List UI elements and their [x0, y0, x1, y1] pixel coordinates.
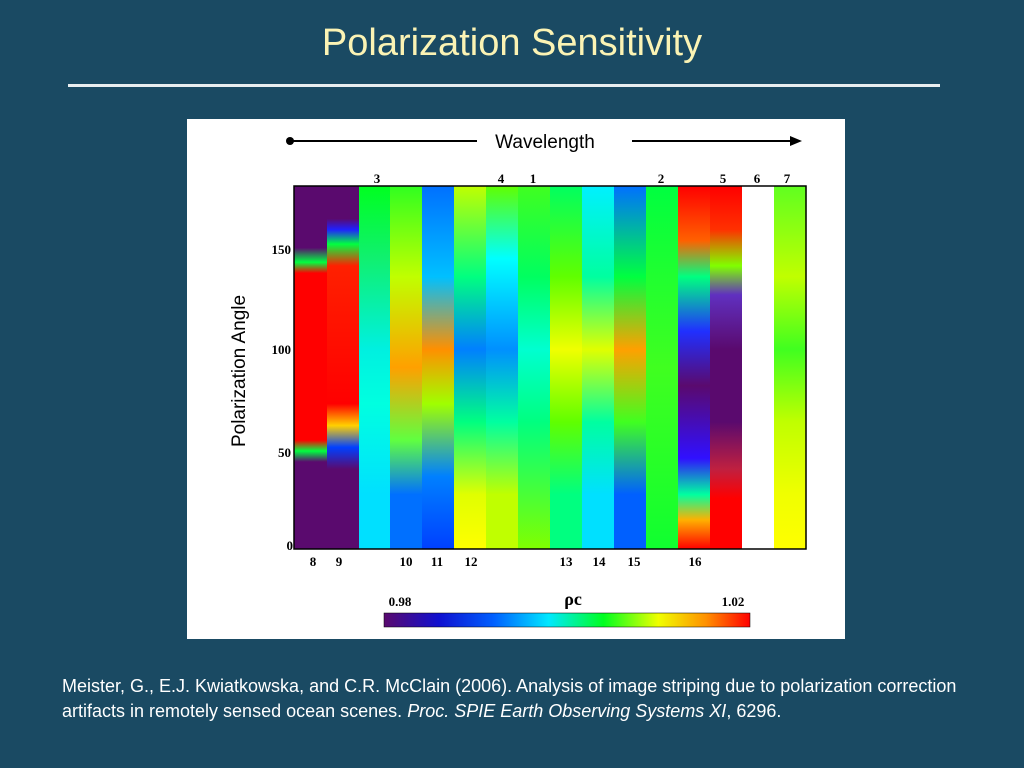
y-tick-150: 150 — [272, 242, 292, 257]
heatmap-column — [550, 186, 583, 549]
heatmap-column — [390, 186, 423, 549]
band-label-3: 3 — [374, 171, 381, 186]
band-label-12: 12 — [465, 554, 478, 569]
plot-frame — [293, 185, 807, 550]
band-label-6: 6 — [754, 171, 761, 186]
colorbar-title: ρc — [564, 589, 582, 609]
citation-journal: Proc. SPIE Earth Observing Systems XI — [407, 701, 727, 721]
heatmap-column — [646, 186, 679, 549]
citation-authors: Meister, G., E.J. Kwiatkowska, and C.R. … — [62, 676, 957, 721]
y-tick-100: 100 — [272, 342, 292, 357]
band-label-10: 10 — [400, 554, 413, 569]
heatmap-column — [359, 186, 391, 549]
band-label-2: 2 — [658, 171, 665, 186]
citation-volume: , 6296. — [726, 701, 782, 721]
heatmap-column — [710, 186, 743, 549]
slide-title: Polarization Sensitivity — [321, 22, 703, 64]
wavelength-arrow — [286, 136, 802, 146]
colorbar-min-label: 0.98 — [389, 594, 412, 609]
band-label-8: 8 — [310, 554, 317, 569]
heatmap-column — [327, 186, 360, 549]
heatmap-column — [422, 186, 455, 549]
band-label-15: 15 — [628, 554, 642, 569]
colorbar — [383, 612, 751, 628]
heatmap-column — [518, 186, 551, 549]
heatmap-column — [614, 186, 647, 549]
band-label-14: 14 — [593, 554, 607, 569]
heatmap-column — [742, 186, 775, 549]
band-label-7: 7 — [784, 171, 791, 186]
band-label-1: 1 — [530, 171, 537, 186]
polarization-heatmap-figure: Wavelength Polarization Angle 150 100 50… — [187, 119, 845, 639]
band-label-16: 16 — [689, 554, 703, 569]
band-label-5: 5 — [720, 171, 727, 186]
heatmap-columns — [294, 186, 807, 549]
band-label-4: 4 — [498, 171, 505, 186]
heatmap-column — [678, 186, 711, 549]
x-axis-label: Wavelength — [495, 132, 595, 153]
heatmap-chart: Wavelength Polarization Angle 150 100 50… — [229, 132, 807, 628]
heatmap-column — [582, 186, 615, 549]
heatmap-column — [294, 186, 328, 549]
heatmap-column — [454, 186, 487, 549]
band-label-9: 9 — [336, 554, 343, 569]
y-axis-label: Polarization Angle — [229, 295, 250, 447]
band-label-13: 13 — [560, 554, 574, 569]
title-divider — [68, 84, 940, 87]
heatmap-column — [486, 186, 519, 549]
y-tick-50: 50 — [278, 445, 291, 460]
heatmap-column — [774, 186, 807, 549]
band-label-11: 11 — [431, 554, 443, 569]
citation: Meister, G., E.J. Kwiatkowska, and C.R. … — [62, 674, 992, 724]
colorbar-max-label: 1.02 — [722, 594, 745, 609]
y-tick-0: 0 — [287, 538, 294, 553]
